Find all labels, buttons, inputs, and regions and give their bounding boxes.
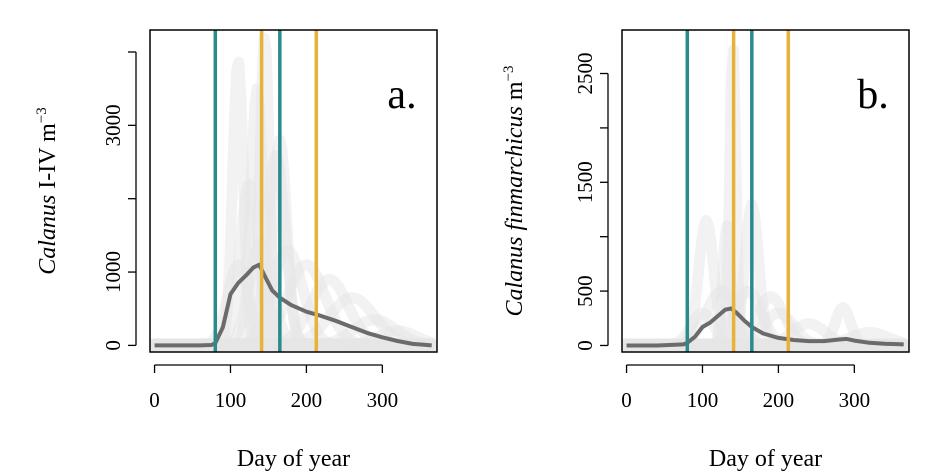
panel-label: b. xyxy=(857,72,889,118)
x-tick-label: 200 xyxy=(291,388,323,412)
plot-frame xyxy=(621,29,910,353)
y-tick-label: 0 xyxy=(573,340,597,351)
y-tick-label: 1500 xyxy=(573,161,597,203)
y-axis-label-text: m xyxy=(502,81,528,106)
panel-label: a. xyxy=(387,72,416,118)
x-axis-label: Day of year xyxy=(237,446,350,472)
y-axis-label-exponent: −3 xyxy=(34,107,50,123)
mean-line xyxy=(154,262,432,348)
plot-area xyxy=(150,30,437,352)
x-tick-label: 100 xyxy=(215,388,247,412)
panel-a: 0 100 200 300 Day of year 0 1000 3000 Calanus I-… xyxy=(34,29,438,472)
y-tick-label: 500 xyxy=(573,275,597,307)
y-axis-label-exponent: −3 xyxy=(501,65,517,81)
x-tick-label: 100 xyxy=(687,388,719,412)
plot-area xyxy=(622,30,909,352)
x-tick-label: 200 xyxy=(763,388,795,412)
panel-b: 0 100 200 300 Day of year 0 500 1500 2500 Calanus… xyxy=(501,29,910,472)
plot-frame xyxy=(149,29,438,353)
y-tick-label: 1000 xyxy=(101,251,125,293)
y-axis-label-italic: Calanus xyxy=(35,195,61,275)
y-tick-label: 0 xyxy=(101,340,125,351)
y-axis-label-text: I-IV m xyxy=(35,123,61,195)
y-tick-label: 3000 xyxy=(101,104,125,146)
x-axis-label: Day of year xyxy=(709,446,822,472)
x-tick-label: 300 xyxy=(839,388,871,412)
y-axis-label-italic: Calanus finmarchicus xyxy=(502,106,528,316)
y-axis-label: Calanus finmarchicus m−3 xyxy=(501,65,528,316)
x-tick-label: 0 xyxy=(149,388,160,412)
x-tick-label: 300 xyxy=(367,388,399,412)
y-tick-label: 2500 xyxy=(573,53,597,95)
y-axis-label: Calanus I-IV m−3 xyxy=(34,107,61,275)
mean-line xyxy=(626,306,904,348)
x-tick-label: 0 xyxy=(621,388,632,412)
